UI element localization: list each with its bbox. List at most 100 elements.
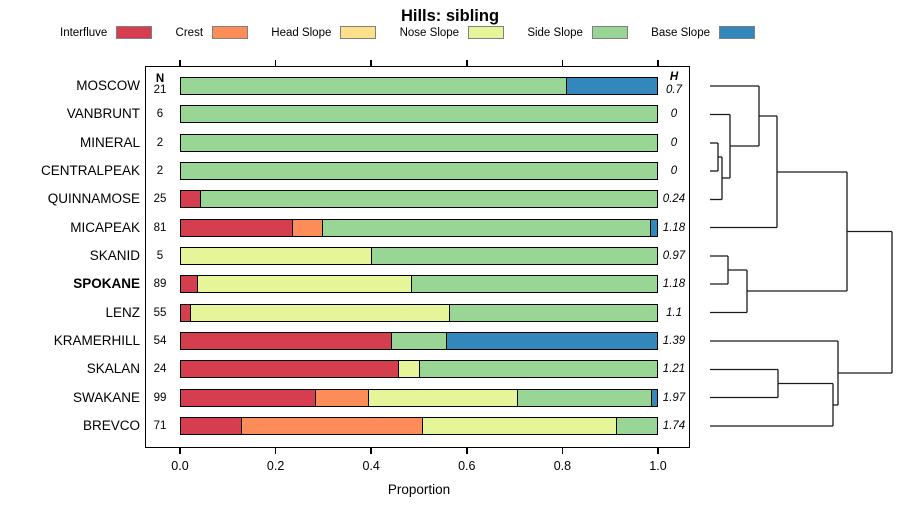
legend-label: Base Slope <box>651 26 710 39</box>
axis-title: Proportion <box>387 482 451 497</box>
stacked-bar <box>180 133 658 152</box>
row-label: LENZ <box>105 304 140 320</box>
bar-segment-side-slope <box>181 134 657 151</box>
bar-segment-side-slope <box>410 276 657 293</box>
row-label: VANBRUNT <box>66 106 140 122</box>
n-value: 99 <box>153 391 167 404</box>
n-value: 5 <box>156 249 164 262</box>
h-value: 1.97 <box>662 391 686 404</box>
n-value: 71 <box>153 419 167 432</box>
h-value: 0.97 <box>662 249 686 262</box>
bar-segment-side-slope <box>181 106 657 123</box>
h-value: 1.18 <box>662 221 686 234</box>
legend-item: Interfluve <box>60 26 153 39</box>
legend-item: Crest <box>175 26 249 39</box>
row-label: QUINNAMOSE <box>47 191 140 207</box>
h-value: 1.21 <box>662 363 686 376</box>
n-value: 55 <box>153 306 167 319</box>
h-value: 0.24 <box>662 193 686 206</box>
axis-tick-label: 0.2 <box>266 459 285 473</box>
stacked-bar <box>180 360 658 379</box>
bar-segment-crest <box>314 389 368 406</box>
bar-segment-side-slope <box>322 219 651 236</box>
bar-segment-base-slope <box>650 219 657 236</box>
legend-swatch-crest <box>212 26 249 39</box>
n-value: 21 <box>153 84 167 96</box>
h-value: 0.7 <box>666 84 682 96</box>
legend-swatch-interfluve <box>116 26 153 39</box>
n-value: 2 <box>156 136 164 149</box>
stacked-bar <box>180 246 658 265</box>
n-value: 81 <box>153 221 167 234</box>
h-value: 0 <box>670 136 678 149</box>
stacked-bar <box>180 388 658 407</box>
legend-swatch-base-slope <box>719 26 755 39</box>
h-value: 1.18 <box>662 278 686 291</box>
bar-segment-nose-slope <box>181 247 371 264</box>
h-value: 0 <box>670 108 678 121</box>
stacked-bar <box>180 190 658 209</box>
axis-tick-label: 0.8 <box>553 459 572 473</box>
stacked-bar <box>180 105 658 124</box>
n-value: 89 <box>153 278 167 291</box>
bar-segment-side-slope <box>615 417 657 434</box>
axis-tick <box>179 60 181 66</box>
bar-segment-side-slope <box>200 191 657 208</box>
bar-segment-side-slope <box>516 389 652 406</box>
row-label: SKANID <box>89 247 140 263</box>
bar-segment-base-slope <box>651 389 657 406</box>
legend-label: Crest <box>175 26 204 39</box>
h-value: 1.74 <box>662 419 686 432</box>
stacked-bar <box>180 275 658 294</box>
axis-tick-label: 0.4 <box>362 459 380 473</box>
n-value: 2 <box>156 164 164 177</box>
legend-item: Head Slope <box>271 26 377 39</box>
axis-tick <box>179 448 181 454</box>
bar-segment-interfluve <box>181 304 190 321</box>
legend-item: Base Slope <box>651 26 755 39</box>
h-value: 0 <box>670 164 678 177</box>
legend-label: Head Slope <box>271 26 332 39</box>
axis-tick-label: 0.6 <box>458 459 476 473</box>
bar-segment-interfluve <box>181 417 242 434</box>
bar-segment-side-slope <box>181 162 657 179</box>
stacked-bar <box>180 161 658 180</box>
bar-segment-side-slope <box>419 361 657 378</box>
bar-segment-nose-slope <box>398 361 419 378</box>
h-value: 1.1 <box>666 306 682 319</box>
row-label: BREVCO <box>82 417 140 433</box>
legend: Interfluve Crest Head Slope Nose Slope Side … <box>60 26 755 39</box>
row-label: MOSCOW <box>76 78 140 93</box>
bar-segment-side-slope <box>448 304 657 321</box>
bar-segment-base-slope <box>565 78 657 94</box>
bar-segment-nose-slope <box>421 417 616 434</box>
n-value: 54 <box>153 334 167 347</box>
legend-item: Nose Slope <box>400 26 505 39</box>
stacked-bar <box>180 416 658 435</box>
n-column-header: N <box>155 73 165 85</box>
n-value: 6 <box>156 108 164 121</box>
axis-tick <box>274 60 277 66</box>
axis-tick <box>657 448 659 454</box>
legend-swatch-nose-slope <box>468 26 505 39</box>
axis-tick <box>657 60 659 66</box>
bar-segment-interfluve <box>181 389 315 406</box>
axis-tick-label: 1.0 <box>649 459 667 473</box>
axis-tick <box>561 448 564 454</box>
row-label: SPOKANE <box>73 276 140 292</box>
stacked-bar <box>180 331 658 350</box>
bar-segment-interfluve <box>181 276 198 293</box>
stacked-bar <box>180 77 658 95</box>
bar-segment-interfluve <box>181 361 399 378</box>
axis-tick <box>466 448 468 454</box>
row-label: MICAPEAK <box>70 219 140 235</box>
h-value: 1.39 <box>662 334 686 347</box>
bar-segment-crest <box>241 417 422 434</box>
plot-box <box>145 66 690 448</box>
axis-tick <box>370 448 372 454</box>
legend-swatch-head-slope <box>340 26 377 39</box>
row-label: KRAMERHILL <box>53 332 140 348</box>
axis-tick <box>370 60 372 66</box>
